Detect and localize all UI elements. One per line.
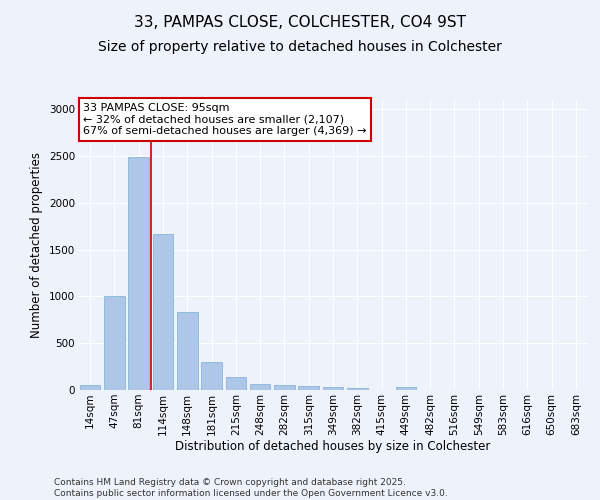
Bar (226, 377, 246, 390)
Bar (395, 387, 416, 390)
Bar (201, 362, 222, 390)
Bar (250, 384, 271, 390)
Bar (323, 387, 343, 390)
Bar (128, 157, 149, 390)
Bar (298, 386, 319, 390)
Y-axis label: Number of detached properties: Number of detached properties (31, 152, 43, 338)
Bar (104, 296, 125, 390)
Bar (347, 388, 368, 390)
Bar (152, 234, 173, 390)
Bar (80, 386, 100, 390)
Bar (177, 312, 197, 390)
Text: Contains HM Land Registry data © Crown copyright and database right 2025.
Contai: Contains HM Land Registry data © Crown c… (54, 478, 448, 498)
Bar (274, 385, 295, 390)
Text: 33 PAMPAS CLOSE: 95sqm
← 32% of detached houses are smaller (2,107)
67% of semi-: 33 PAMPAS CLOSE: 95sqm ← 32% of detached… (83, 103, 367, 136)
Text: 33, PAMPAS CLOSE, COLCHESTER, CO4 9ST: 33, PAMPAS CLOSE, COLCHESTER, CO4 9ST (134, 15, 466, 30)
X-axis label: Distribution of detached houses by size in Colchester: Distribution of detached houses by size … (175, 440, 491, 454)
Text: Size of property relative to detached houses in Colchester: Size of property relative to detached ho… (98, 40, 502, 54)
